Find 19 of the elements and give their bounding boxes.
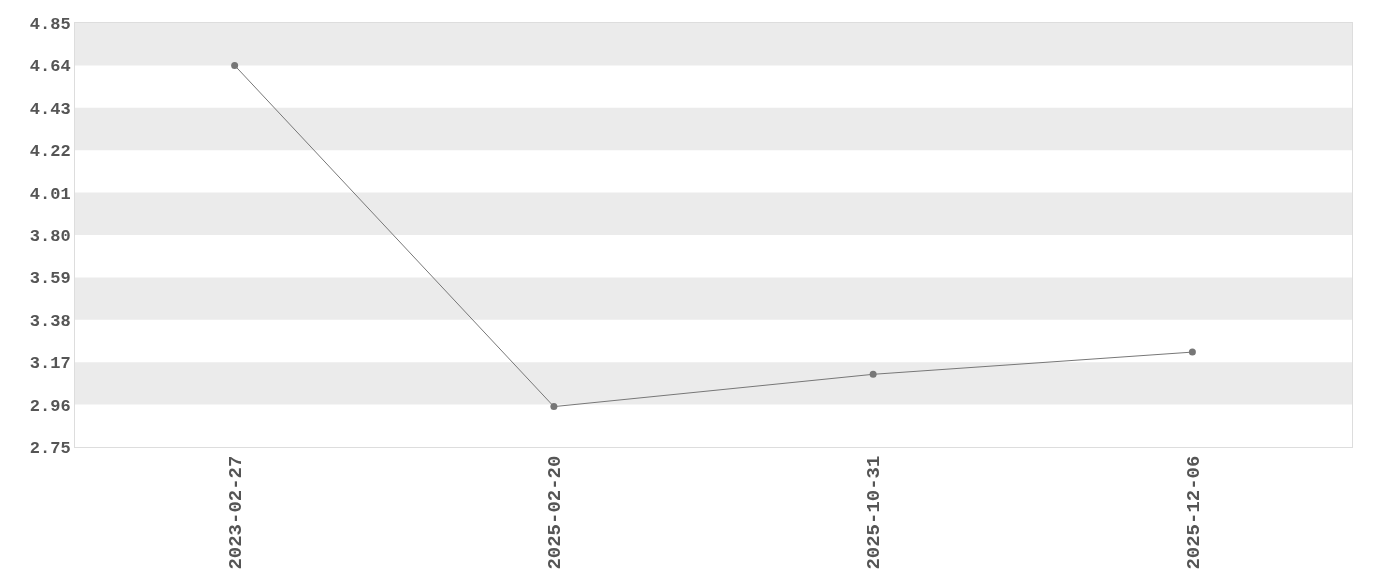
y-tick-label: 4.64: [29, 57, 71, 77]
point: [1188, 348, 1196, 356]
y-tick-label: 2.96: [29, 396, 71, 416]
x-tick-label: 2025-02-20: [544, 455, 567, 570]
y-tick-label: 3.17: [29, 354, 71, 374]
x-tick-label: 2023-02-27: [224, 455, 247, 570]
y-tick-label: 4.01: [29, 184, 71, 204]
y-tick-label: 3.80: [29, 226, 71, 246]
y-tick-label: 4.85: [29, 14, 71, 34]
point: [550, 403, 558, 411]
x-tick-label: 2025-12-06: [1182, 455, 1205, 570]
y-tick-label: 3.59: [29, 269, 71, 289]
y-tick-label: 4.22: [29, 142, 71, 162]
y-tick-label: 4.43: [29, 99, 71, 119]
x-tick-label: 2025-10-31: [863, 455, 886, 570]
point: [869, 370, 877, 378]
y-tick-label: 3.38: [29, 311, 71, 331]
y-tick-label: 2.75: [29, 438, 71, 458]
point: [231, 61, 239, 69]
